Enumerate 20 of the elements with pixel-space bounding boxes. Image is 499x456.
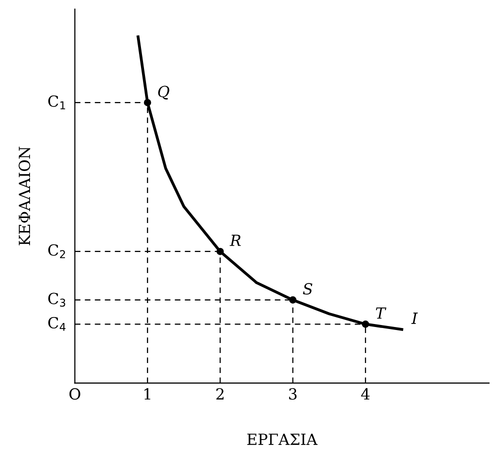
annotation: Q bbox=[158, 86, 170, 100]
y-axis-title: ΚΕΦΑΛΑΙΟΝ bbox=[18, 146, 30, 246]
x-tick-label: 3 bbox=[289, 388, 297, 400]
point bbox=[216, 248, 224, 256]
x-tick-label: 2 bbox=[216, 388, 224, 400]
ref-line-label: C$_{3}$ bbox=[48, 292, 66, 307]
annotation: T bbox=[376, 307, 386, 319]
x-tick-label: O bbox=[69, 388, 80, 400]
annotation: I bbox=[411, 312, 418, 324]
point bbox=[144, 98, 152, 106]
point bbox=[289, 296, 296, 304]
ref-line-label: C$_{2}$ bbox=[48, 244, 65, 258]
annotation: R bbox=[230, 234, 241, 246]
ref-line-label: C$_{1}$ bbox=[48, 95, 66, 110]
annotation: S bbox=[302, 283, 312, 295]
x-tick-label: 1 bbox=[144, 388, 150, 400]
x-axis-title: ΕΡΓΑΣΙΑ bbox=[247, 434, 318, 445]
point bbox=[362, 320, 370, 328]
ref-line-label: C$_{4}$ bbox=[48, 316, 66, 331]
x-tick-label: 4 bbox=[361, 388, 370, 400]
